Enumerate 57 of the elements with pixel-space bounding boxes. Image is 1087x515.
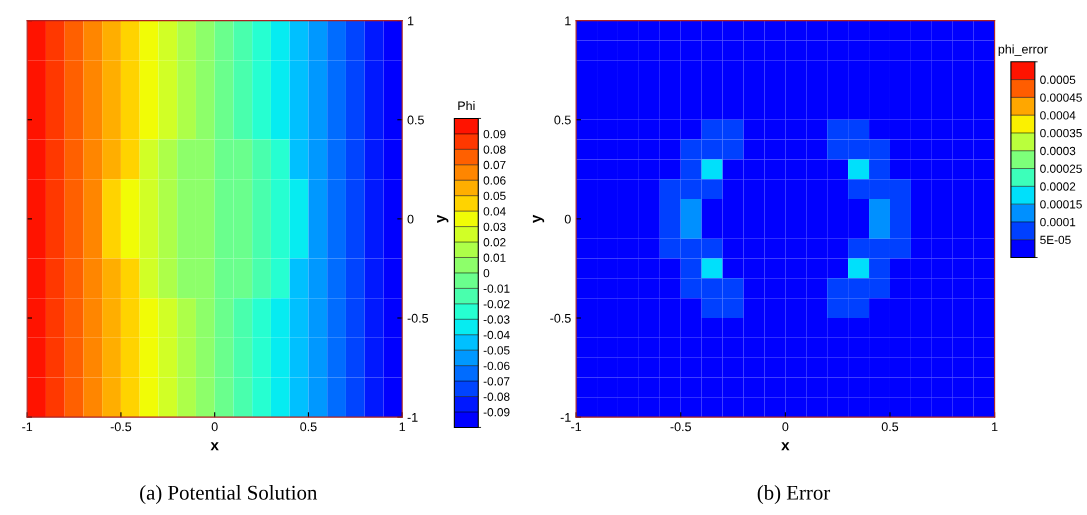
color-bar-label: 0.0003: [1040, 146, 1076, 156]
y-axis-title: y: [437, 214, 449, 223]
color-bar-label: 0.07: [483, 160, 506, 170]
x-tick-label: 0: [782, 422, 789, 432]
color-bar-label: -0.06: [483, 361, 510, 371]
color-bar-label: 0.02: [483, 238, 506, 247]
color-bar-label: -0.03: [483, 315, 510, 324]
x-tick-label: -0.5: [670, 422, 691, 432]
color-bar-label: 0.08: [483, 145, 506, 154]
color-bar-label: 0.0001: [1040, 217, 1076, 227]
color-bar-label: 0.01: [483, 253, 506, 262]
color-bar-label: 0.05: [483, 191, 506, 201]
color-bar-label: -0.09: [483, 408, 510, 417]
color-bar-title: Phi: [458, 101, 475, 111]
x-tick-label: -1: [571, 422, 582, 432]
y-tick-label: 0.5: [554, 115, 571, 125]
y-tick-label: 1: [565, 16, 571, 26]
color-bar-label: -0.01: [483, 284, 510, 293]
color-bar-label: -0.04: [483, 330, 510, 340]
color-bar-label: 0.0002: [1040, 182, 1076, 191]
color-bar-label: 0.09: [483, 129, 506, 139]
color-bar-label: 0.04: [483, 207, 506, 216]
color-bar-label: -0.08: [483, 392, 510, 401]
x-tick-label: 0: [211, 422, 218, 432]
y-tick-label: 0: [407, 214, 414, 224]
y-tick-label: 0: [564, 214, 571, 224]
y-axis-title: y: [532, 214, 545, 223]
x-axis-title: x: [210, 442, 219, 451]
y-tick-label: -0.5: [407, 313, 429, 323]
y-tick-label: -0.5: [550, 313, 571, 323]
color-bar-label: -0.05: [483, 346, 510, 355]
color-bar-label: 0.00025: [1040, 164, 1082, 173]
text: (a) Potential Solution: [140, 485, 318, 504]
x-tick-label: -1: [22, 422, 33, 432]
color-bar-label: 0.00015: [1040, 200, 1082, 209]
y-tick-label: -1: [407, 413, 418, 422]
color-bar-label: 0.0005: [1040, 75, 1076, 84]
x-tick-label: 0.5: [881, 422, 899, 432]
x-tick-label: 1: [992, 422, 998, 432]
y-tick-label: 0.5: [407, 115, 424, 125]
text: (b) Error: [757, 485, 831, 504]
color-bar-label: 0.06: [483, 176, 506, 185]
color-bar-label: -0.02: [483, 299, 510, 309]
color-bar-label: 0: [483, 268, 490, 278]
color-bar-label: 5E-05: [1040, 235, 1071, 245]
x-tick-label: 1: [399, 422, 406, 432]
color-bar-label: 0.03: [483, 222, 506, 231]
x-tick-label: -0.5: [110, 422, 132, 432]
color-bar-label: 0.00045: [1040, 93, 1082, 102]
y-tick-label: -1: [560, 413, 571, 422]
color-bar-title: phi_error: [998, 44, 1048, 57]
color-bar-label: 0.0004: [1040, 111, 1076, 120]
color-bar-label: 0.00035: [1040, 129, 1082, 138]
y-tick-label: 1: [408, 16, 414, 26]
x-tick-label: 0.5: [300, 422, 317, 432]
color-bar-label: -0.07: [483, 377, 510, 386]
x-axis-title: x: [781, 442, 790, 451]
